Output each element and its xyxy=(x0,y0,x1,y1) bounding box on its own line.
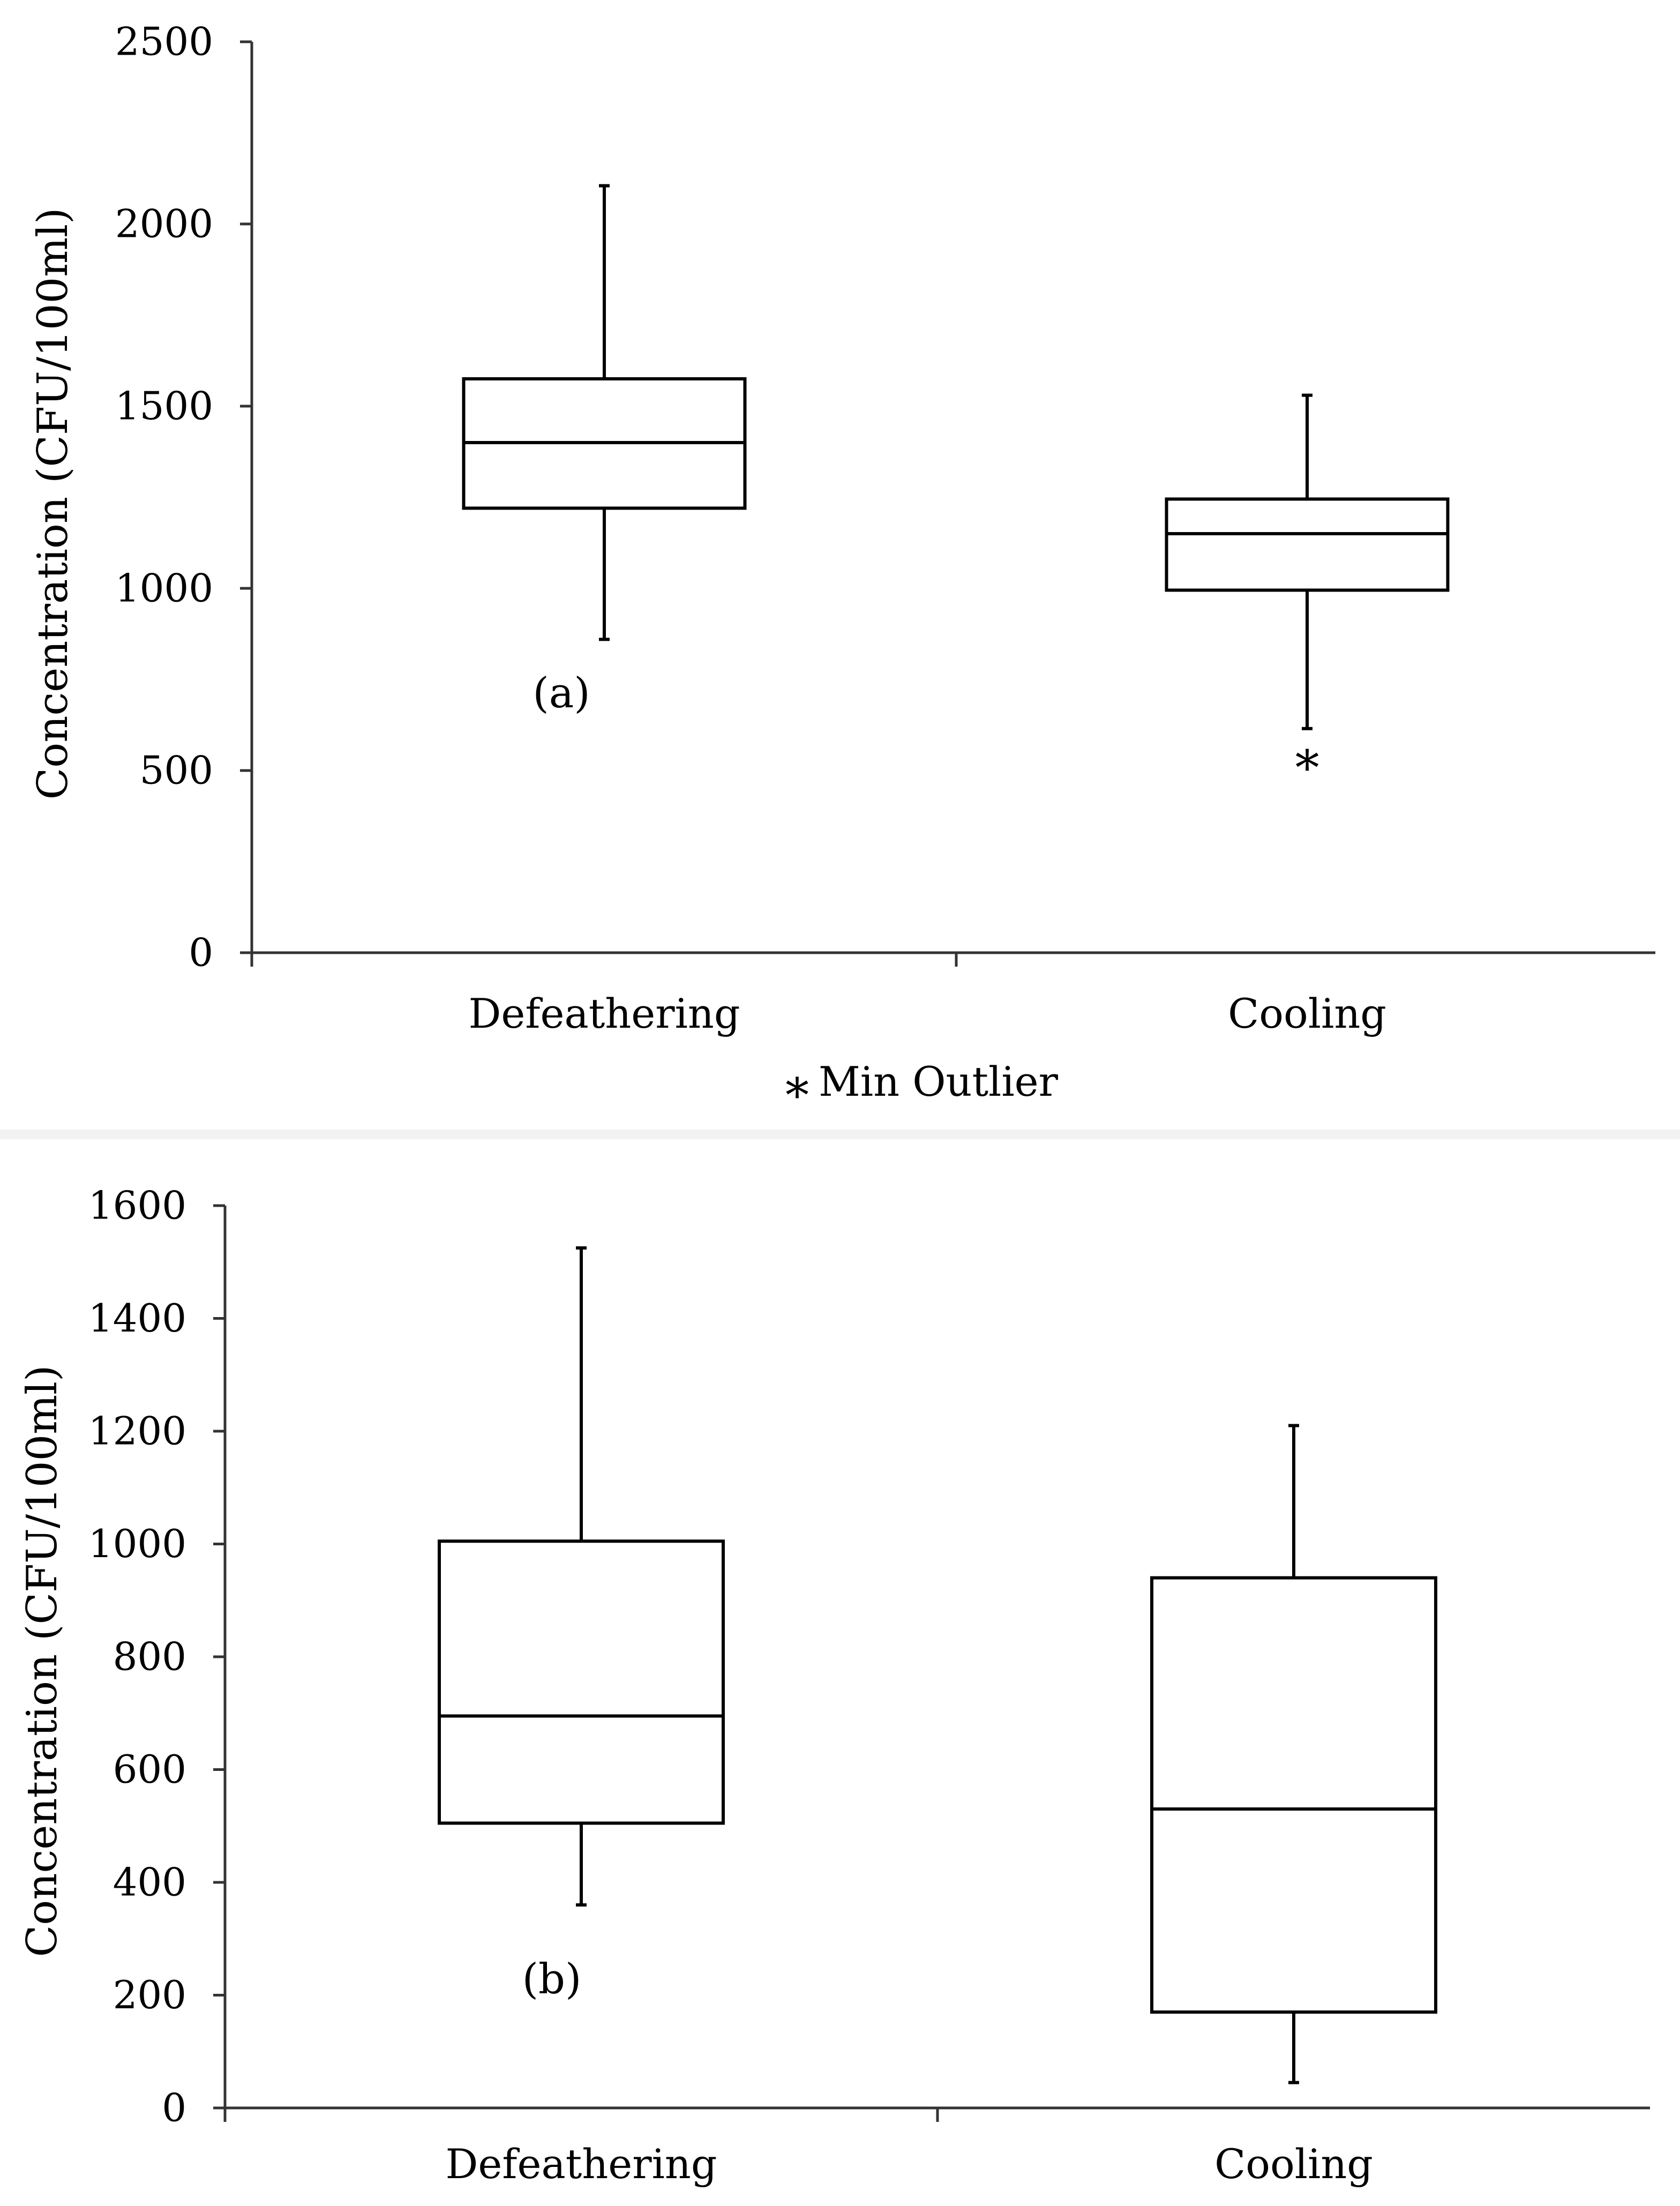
x-category-label: Cooling xyxy=(1228,990,1386,1037)
panel-a: 0 500 1000 1500 2000 2500 Defeathering Cooling ∗ xyxy=(115,19,1655,1037)
y-tick-label: 600 xyxy=(113,1747,186,1792)
outlier-point: ∗ xyxy=(1291,730,1323,787)
y-tick-label: 0 xyxy=(162,2085,186,2130)
y-tick-label: 800 xyxy=(113,1634,186,1679)
y-tick-label: 1500 xyxy=(115,383,213,428)
y-tick-label: 500 xyxy=(140,747,213,792)
y-tick-label: 400 xyxy=(113,1859,186,1904)
panel-b-label: (b) xyxy=(522,1955,582,2003)
panel-a-ylabel: Concentration (CFU/100ml) xyxy=(29,208,77,800)
legend-outlier-marker: ∗ xyxy=(781,1058,813,1113)
panel-separator xyxy=(0,1130,1680,1139)
y-tick-label: 1200 xyxy=(88,1408,186,1453)
box-iqr xyxy=(1165,497,1450,592)
panel-b-ylabel: Concentration (CFU/100ml) xyxy=(18,1365,66,1957)
y-tick-label: 2000 xyxy=(115,201,213,246)
x-category-label: Defeathering xyxy=(468,990,740,1037)
panel-b: 0 200 400 600 800 1000 1200 1400 1600 Defeatherin… xyxy=(88,1183,1650,2188)
box-iqr xyxy=(1150,1576,1437,2014)
y-tick-label: 1400 xyxy=(88,1296,186,1341)
y-tick-label: 2500 xyxy=(115,19,213,64)
x-category-label: Cooling xyxy=(1214,2140,1373,2188)
legend-label: Min Outlier xyxy=(819,1058,1059,1105)
box-iqr xyxy=(438,1539,725,1825)
x-category-label: Defeathering xyxy=(445,2140,717,2188)
y-tick-label: 0 xyxy=(189,930,213,975)
y-tick-label: 1000 xyxy=(115,565,213,610)
panel-a-label: (a) xyxy=(532,669,590,717)
y-tick-label: 1000 xyxy=(88,1521,186,1566)
y-tick-label: 200 xyxy=(113,1972,186,2017)
legend: ∗ Min Outlier xyxy=(781,1058,1059,1113)
y-tick-label: 1600 xyxy=(88,1183,186,1228)
